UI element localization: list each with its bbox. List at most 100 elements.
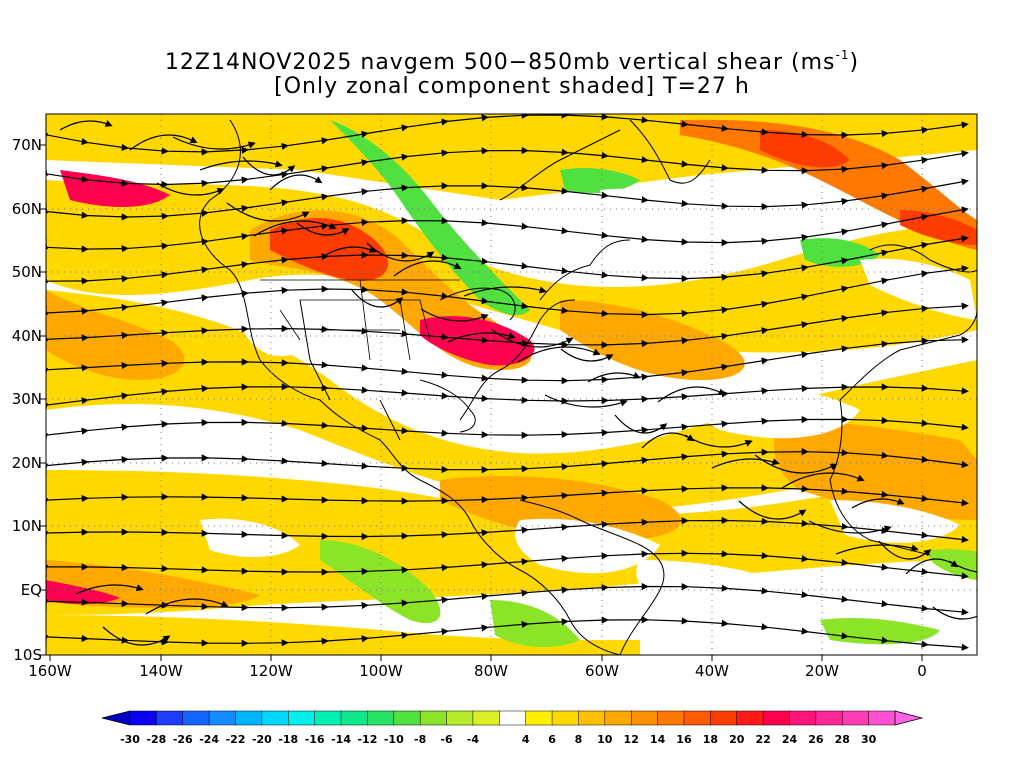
- colorbar-tick-label: -14: [331, 733, 351, 746]
- streamline: [808, 520, 892, 534]
- colorbar-tick-label: -16: [304, 733, 325, 746]
- colorbar-tick-label: 18: [702, 733, 718, 746]
- streamline: [253, 220, 337, 237]
- colorbar-tick-label: 14: [649, 733, 666, 746]
- colorbar-swatch: [156, 710, 184, 726]
- colorbar-tick-label: -30: [120, 733, 140, 746]
- colorbar-swatch: [525, 710, 553, 726]
- streamline: [711, 458, 780, 469]
- colorbar-tick-label: -24: [199, 733, 220, 746]
- lon-label: 80W: [474, 662, 508, 680]
- lat-label: 20N: [11, 454, 42, 472]
- colorbar-tick-label: 8: [574, 733, 583, 746]
- lat-label: 50N: [11, 263, 42, 281]
- colorbar-swatch: [762, 710, 791, 726]
- colorbar-swatch: [393, 710, 421, 726]
- streamline: [46, 582, 969, 616]
- streamline: [46, 516, 969, 544]
- colorbar-swatch: [419, 710, 448, 726]
- colorbar-swatch: [340, 710, 368, 726]
- colorbar-swatch: [630, 710, 659, 726]
- streamline: [851, 498, 905, 509]
- streamline: [447, 332, 516, 343]
- streamline: [59, 120, 113, 131]
- lat-label: 30N: [11, 390, 42, 408]
- lon-label: 140W: [139, 662, 183, 680]
- colorbar-swatch: [683, 710, 711, 726]
- streamlines: [46, 114, 977, 651]
- streamline: [46, 265, 969, 319]
- colorbar-swatch: [499, 710, 527, 726]
- streamline: [46, 484, 969, 509]
- colorbar-tick-label: 22: [755, 733, 771, 746]
- colorbar-swatch: [288, 710, 316, 726]
- streamline: [684, 434, 753, 448]
- streamline: [226, 202, 310, 222]
- colorbar-tick-label: -12: [357, 733, 378, 746]
- streamline: [323, 246, 377, 257]
- streamline: [46, 383, 969, 411]
- colorbar-arrow-right: [894, 710, 924, 726]
- colorbar-tick-label: -20: [251, 733, 272, 746]
- colorbar-tick-label: 10: [597, 733, 613, 746]
- streamline: [738, 500, 807, 520]
- streamline: [587, 372, 641, 383]
- lat-label: 40N: [11, 327, 42, 345]
- streamline: [350, 288, 404, 308]
- colorbar-tick-label: -4: [466, 733, 480, 746]
- colorbar-tick-label: -22: [225, 733, 246, 746]
- title-line-1: 12Z14NOV2025 navgem 500−850mb vertical s…: [164, 48, 860, 75]
- colorbar-tick-label: 24: [781, 733, 798, 746]
- lon-label: 40W: [695, 662, 729, 680]
- streamline: [296, 222, 350, 236]
- colorbar-swatch: [261, 710, 289, 726]
- colorbar-tick-label: 12: [623, 733, 639, 746]
- lat-label: EQ: [20, 581, 42, 599]
- lat-label: 10N: [11, 517, 42, 535]
- streamline: [420, 308, 489, 322]
- colorbar-swatch: [208, 710, 237, 726]
- colorbar-swatch: [578, 710, 606, 726]
- colorbar-swatch: [710, 710, 738, 726]
- colorbar-swatch: [129, 710, 157, 726]
- lat-label: 60N: [11, 200, 42, 218]
- streamline: [517, 346, 601, 363]
- streamline: [948, 560, 977, 573]
- colorbar-tick-label: -8: [414, 733, 427, 746]
- colorbar-tick-label: 16: [676, 733, 692, 746]
- colorbar-swatch: [841, 710, 870, 726]
- colorbar-tick-label: 20: [729, 733, 745, 746]
- streamline: [366, 242, 435, 262]
- colorbar-tick-label: 4: [521, 733, 530, 746]
- colorbar-tick-label: -18: [278, 733, 299, 746]
- colorbar-swatch: [789, 710, 817, 726]
- streamline: [614, 414, 668, 434]
- lon-label: 100W: [359, 662, 403, 680]
- shear-map: [40, 113, 978, 661]
- streamline: [754, 454, 838, 474]
- streamline: [102, 626, 171, 646]
- streamline: [393, 260, 462, 277]
- axis-ticks: [40, 144, 923, 661]
- lat-label: 70N: [11, 136, 42, 154]
- streamline: [46, 549, 969, 580]
- colorbar-tick-label: 30: [860, 733, 877, 746]
- colorbar-swatch: [367, 710, 395, 726]
- streamline: [835, 544, 919, 555]
- streamline: [145, 598, 229, 615]
- lon-label: 60W: [585, 662, 619, 680]
- colorbar-swatch: [472, 710, 500, 726]
- streamline: [490, 328, 574, 348]
- lon-label: 0: [917, 662, 927, 680]
- map-frame: [45, 113, 978, 656]
- lat-label: 10S: [13, 646, 42, 664]
- colorbar-swatch: [815, 710, 843, 726]
- colorbar-swatch: [604, 710, 632, 726]
- streamline: [199, 160, 283, 171]
- streamline: [172, 136, 256, 150]
- streamline: [242, 156, 296, 176]
- colorbar-tick-label: 6: [548, 733, 556, 746]
- lon-label: 160W: [28, 662, 72, 680]
- colorbar-arrow-left: [101, 710, 131, 726]
- streamline: [544, 394, 628, 408]
